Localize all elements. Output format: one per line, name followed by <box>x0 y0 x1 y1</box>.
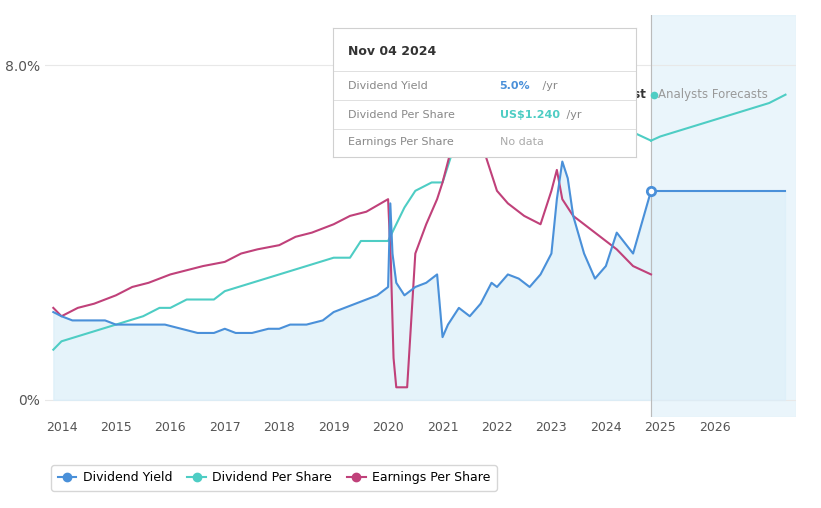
Text: No data: No data <box>499 137 544 147</box>
Legend: Dividend Yield, Dividend Per Share, Earnings Per Share: Dividend Yield, Dividend Per Share, Earn… <box>52 465 497 491</box>
Text: 5.0%: 5.0% <box>499 81 530 91</box>
Text: /yr: /yr <box>563 110 582 120</box>
Bar <box>651 15 796 417</box>
Text: US$1.240: US$1.240 <box>499 110 560 120</box>
Text: Dividend Yield: Dividend Yield <box>348 81 428 91</box>
Text: Nov 04 2024: Nov 04 2024 <box>348 45 436 58</box>
Text: Dividend Per Share: Dividend Per Share <box>348 110 455 120</box>
Text: /yr: /yr <box>539 81 557 91</box>
Text: Past: Past <box>617 88 647 101</box>
Text: Analysts Forecasts: Analysts Forecasts <box>658 88 768 101</box>
Text: Earnings Per Share: Earnings Per Share <box>348 137 453 147</box>
